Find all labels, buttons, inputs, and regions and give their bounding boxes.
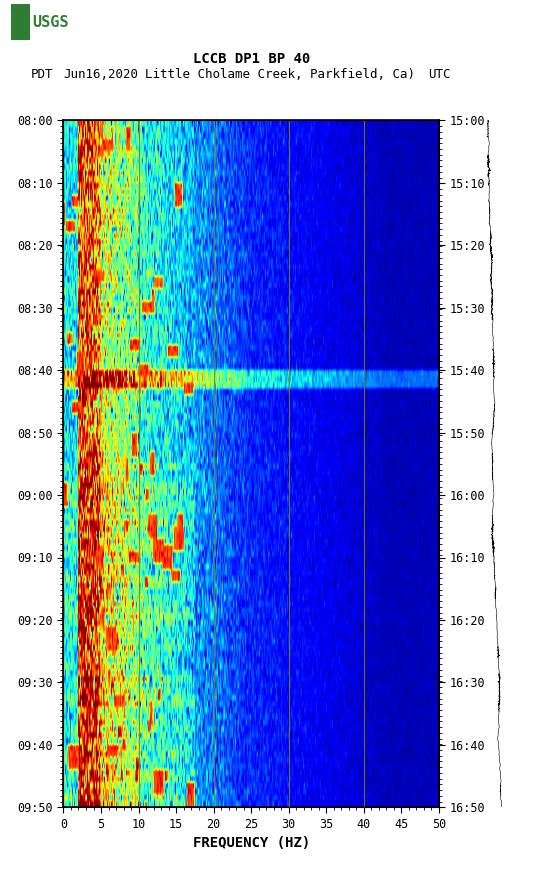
Text: Little Cholame Creek, Parkfield, Ca): Little Cholame Creek, Parkfield, Ca) bbox=[145, 68, 415, 81]
Text: LCCB DP1 BP 40: LCCB DP1 BP 40 bbox=[193, 52, 310, 66]
Text: UTC: UTC bbox=[428, 68, 450, 81]
Text: USGS: USGS bbox=[32, 15, 69, 29]
Text: PDT: PDT bbox=[30, 68, 53, 81]
Text: Jun16,2020: Jun16,2020 bbox=[63, 68, 139, 81]
X-axis label: FREQUENCY (HZ): FREQUENCY (HZ) bbox=[193, 836, 310, 850]
Bar bbox=[11, 4, 30, 40]
